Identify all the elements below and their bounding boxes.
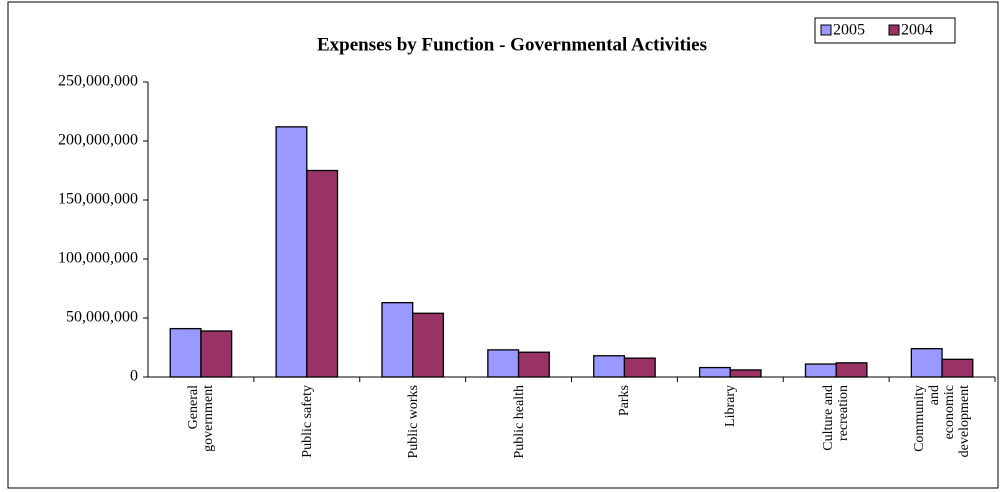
- chart-title: Expenses by Function - Governmental Acti…: [317, 34, 707, 55]
- bar: [623, 357, 656, 378]
- legend-swatch: [820, 24, 832, 36]
- legend-box: [814, 17, 956, 44]
- bar: [910, 348, 943, 378]
- bar: [306, 169, 339, 378]
- legend-swatch: [888, 24, 900, 36]
- y-tick-label: 0: [130, 368, 138, 385]
- bar: [698, 366, 731, 378]
- bar: [517, 351, 550, 378]
- y-tick-label: 250,000,000: [58, 73, 138, 90]
- y-tick-label: 50,000,000: [66, 309, 138, 326]
- bar: [200, 330, 233, 378]
- x-tick-label: Culture and recreation: [821, 385, 852, 451]
- bar: [593, 355, 626, 378]
- bar: [729, 369, 762, 378]
- bar: [941, 358, 974, 378]
- bar: [804, 363, 837, 378]
- y-tick-label: 100,000,000: [58, 250, 138, 267]
- y-tick-label: 200,000,000: [58, 132, 138, 149]
- x-tick-label: Library: [722, 385, 738, 427]
- bar: [275, 126, 308, 378]
- chart-frame: [7, 1, 999, 489]
- bar: [381, 302, 414, 378]
- legend-label: 2005: [833, 22, 865, 39]
- x-tick-label: General government: [185, 385, 216, 452]
- bar: [835, 362, 868, 378]
- bar: [412, 312, 445, 378]
- x-tick-label: Public health: [511, 385, 527, 459]
- x-tick-label: Community and economic development: [912, 385, 973, 458]
- x-tick-label: Parks: [616, 385, 632, 417]
- bar: [169, 327, 202, 378]
- bar: [487, 349, 520, 378]
- x-tick-label: Public works: [405, 385, 421, 459]
- legend-label: 2004: [901, 22, 933, 39]
- y-tick-label: 150,000,000: [58, 191, 138, 208]
- x-tick-label: Public safety: [299, 385, 315, 458]
